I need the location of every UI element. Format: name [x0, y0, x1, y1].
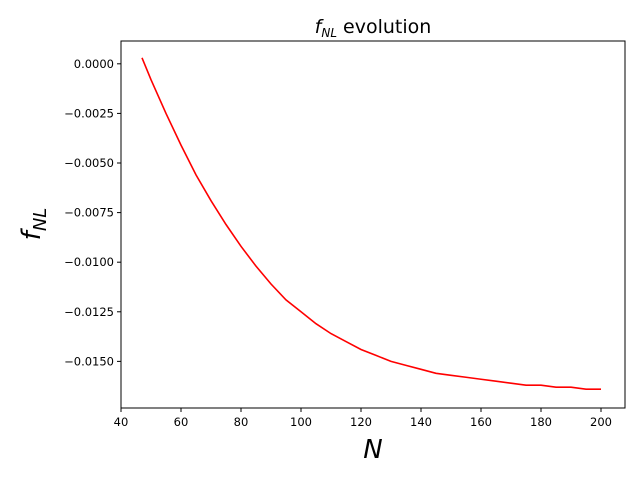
y-tick-label: −0.0125 — [64, 305, 114, 319]
x-tick-label: 120 — [350, 415, 372, 429]
x-tick-label: 100 — [290, 415, 312, 429]
plot-area — [141, 57, 601, 390]
x-tick-label: 160 — [470, 415, 492, 429]
x-tick-label: 140 — [410, 415, 432, 429]
chart-title: fNL evolution — [315, 16, 432, 40]
y-tick-label: −0.0075 — [64, 206, 114, 220]
x-tick-label: 200 — [590, 415, 612, 429]
y-tick-label: −0.0100 — [64, 255, 114, 269]
x-axis-ticks: 40 60 80 100 120 140 160 180 200 — [114, 408, 612, 429]
y-tick-label: 0.0000 — [74, 57, 114, 71]
x-axis-label: N — [363, 435, 382, 465]
y-tick-label: −0.0150 — [64, 354, 114, 368]
x-tick-label: 180 — [530, 415, 552, 429]
y-tick-label: −0.0050 — [64, 156, 114, 170]
y-axis-ticks: 0.0000 −0.0025 −0.0050 −0.0075 −0.0100 −0.012… — [64, 57, 121, 368]
x-tick-label: 40 — [114, 415, 129, 429]
x-tick-label: 80 — [234, 415, 249, 429]
y-tick-label: −0.0025 — [64, 106, 114, 120]
x-tick-label: 60 — [174, 415, 189, 429]
series-line-f-nl — [141, 57, 601, 390]
axes-frame — [120, 40, 626, 409]
